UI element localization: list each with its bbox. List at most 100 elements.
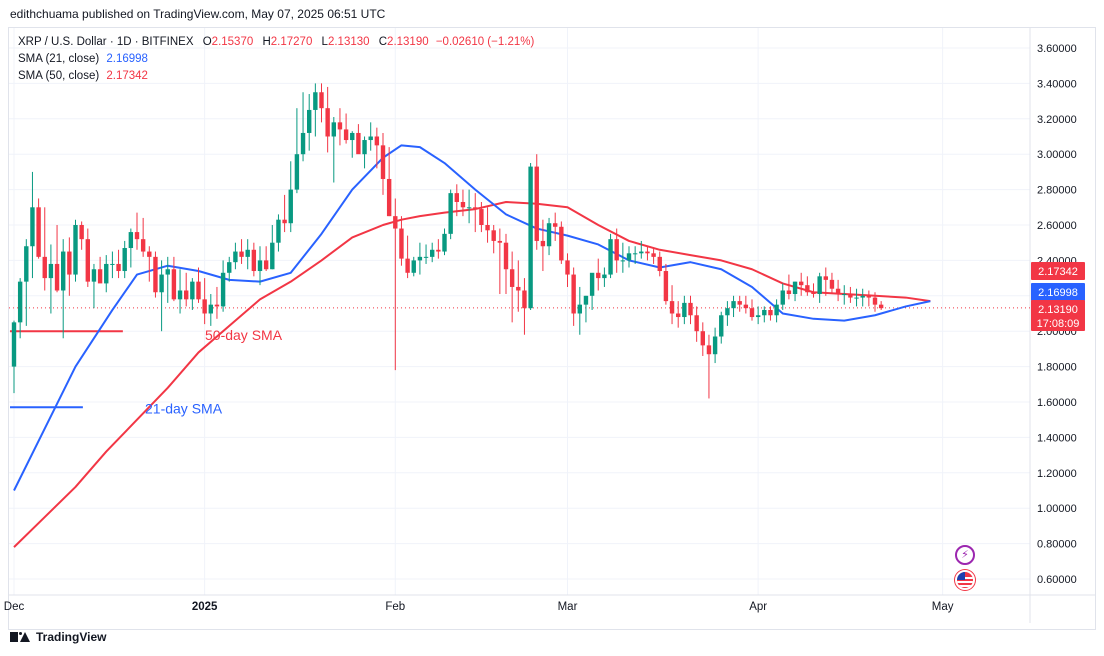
candle-body <box>448 193 453 234</box>
candle-body <box>878 304 884 309</box>
y-tick-label: 2.80000 <box>1037 185 1077 197</box>
candle-body <box>350 132 355 141</box>
candle-body <box>854 297 859 299</box>
candle-body <box>466 207 472 209</box>
candle-body <box>362 140 367 155</box>
candle-body <box>343 129 349 141</box>
candle-body <box>688 302 693 316</box>
symbol-label[interactable]: XRP / U.S. Dollar · 1D · BITFINEX <box>18 36 194 48</box>
annotation-21-day-sma: 21-day SMA <box>145 400 223 416</box>
y-tick-label: 1.40000 <box>1037 432 1077 444</box>
candle-body <box>639 251 644 254</box>
candle-body <box>282 219 287 224</box>
candle-body <box>534 166 539 241</box>
open-value: 2.15370 <box>211 36 254 48</box>
price-axis-label-bg <box>1031 262 1085 280</box>
x-tick-label: Dec <box>4 601 25 613</box>
candle-body <box>159 274 164 293</box>
candle-body <box>134 232 140 240</box>
candle-body <box>823 276 828 280</box>
candle-body <box>479 209 484 225</box>
legend-sma50-row[interactable]: SMA (50, close) 2.17342 <box>18 68 534 85</box>
price-axis-label-bg <box>1031 300 1085 331</box>
y-tick-label: 3.60000 <box>1037 43 1077 55</box>
candle-body <box>48 263 54 279</box>
high-key: H <box>262 36 271 48</box>
x-tick-label: Mar <box>558 601 578 613</box>
candle-body <box>872 297 878 305</box>
open-key: O <box>202 36 212 48</box>
annotation-50-day-sma: 50-day SMA <box>205 327 283 343</box>
candle-body <box>614 239 619 261</box>
candle-body <box>36 207 41 257</box>
candle-body <box>768 309 773 316</box>
candle-body <box>762 309 767 316</box>
candle-body <box>417 256 423 261</box>
candle-body <box>737 301 742 305</box>
candle-body <box>503 242 509 270</box>
candle-body <box>202 299 207 314</box>
candle-body <box>276 219 281 243</box>
candle-body <box>694 315 699 332</box>
candle-body <box>645 251 650 254</box>
sma21-value: 2.16998 <box>106 53 148 65</box>
candle-body <box>356 132 361 155</box>
candle-body <box>546 223 552 247</box>
candle-body <box>436 249 441 252</box>
candle-body <box>110 263 115 265</box>
legend-sma21-row[interactable]: SMA (21, close) 2.16998 <box>18 51 534 68</box>
candle-body <box>17 281 23 323</box>
candle-body <box>651 253 656 257</box>
candle-body <box>140 239 146 252</box>
candle-body <box>509 269 515 287</box>
candle-body <box>712 336 718 355</box>
candle-body <box>632 253 638 255</box>
candle-body <box>743 304 749 309</box>
candle-body <box>626 253 632 261</box>
price-axis-label-bg <box>1031 283 1085 301</box>
low-value: 2.13130 <box>327 36 370 48</box>
candle-body <box>307 109 312 133</box>
candle-body <box>706 345 712 355</box>
candle-body <box>565 260 570 275</box>
candle-body <box>251 249 257 272</box>
high-value: 2.17270 <box>270 36 313 48</box>
y-tick-label: 1.00000 <box>1037 503 1077 515</box>
candle-body <box>749 308 755 318</box>
candle-body <box>368 136 373 141</box>
x-tick-label: Feb <box>385 601 405 613</box>
y-tick-label: 3.40000 <box>1037 78 1077 90</box>
candle-body <box>374 136 380 146</box>
footer-brand[interactable]: TradingView <box>10 630 106 644</box>
chart-legend: XRP / U.S. Dollar · 1D · BITFINEX O2.153… <box>18 34 534 85</box>
candle-body <box>577 304 582 314</box>
flash-icon[interactable]: ⚡ <box>955 545 975 565</box>
candle-body <box>799 281 804 286</box>
candle-body <box>300 132 306 155</box>
countdown-label: 17:08:09 <box>1037 318 1080 330</box>
close-key: C <box>378 36 388 48</box>
candle-body <box>774 304 779 316</box>
candle-body <box>313 92 318 110</box>
us-flag-icon[interactable] <box>955 570 975 590</box>
candle-body <box>214 304 220 307</box>
candle-body <box>24 246 29 282</box>
candle-body <box>128 232 134 249</box>
change-value: −0.02610 (−1.21%) <box>435 36 535 48</box>
candle-body <box>104 263 109 284</box>
candle-body <box>731 301 736 309</box>
tradingview-logo-icon <box>10 630 30 644</box>
candle-body <box>430 249 435 257</box>
candle-body <box>725 308 730 316</box>
candle-body <box>528 166 533 309</box>
candle-body <box>73 225 78 275</box>
candle-body <box>386 178 392 217</box>
candle-body <box>780 290 785 305</box>
candle-body <box>61 251 66 291</box>
candle-body <box>491 230 496 241</box>
candle-body <box>30 207 35 247</box>
price-axis-label: 2.13190 <box>1038 304 1078 316</box>
candle-body <box>811 292 816 295</box>
candle-body <box>860 295 865 298</box>
